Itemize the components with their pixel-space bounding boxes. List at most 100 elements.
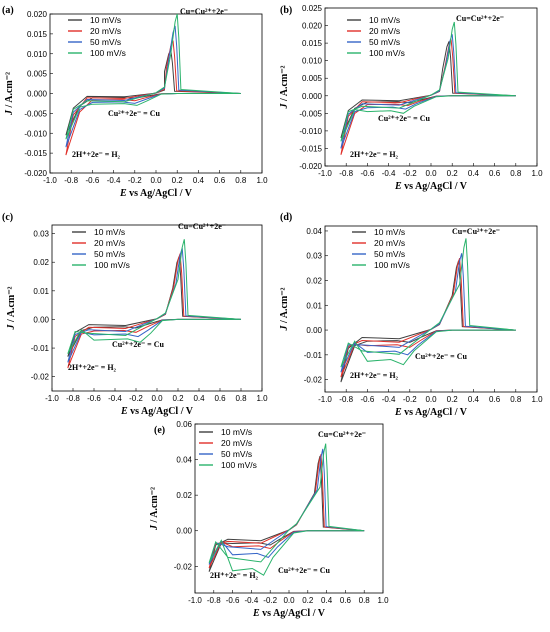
x-tick-label: -0.4 — [382, 169, 396, 178]
x-tick-label: -0.6 — [86, 176, 100, 185]
x-tick-label: -0.2 — [403, 395, 417, 404]
x-tick-label: -0.4 — [108, 394, 122, 403]
panel-label: (d) — [280, 212, 292, 223]
x-tick-label: 1.0 — [531, 169, 543, 178]
x-tick-label: 0.4 — [193, 176, 205, 185]
legend-entry: 20 mV/s — [374, 238, 405, 248]
plot-frame — [324, 225, 538, 393]
y-tick-label: 0.06 — [176, 420, 192, 429]
x-tick-label: -0.8 — [339, 169, 353, 178]
chart-panel-2: (c) -1.0 -0.8 -0.6 -0.4 -0.2 0.0 0.2 0.4 0.6 0.8 1.… — [2, 212, 268, 417]
legend-entry: 50 mV/s — [369, 37, 400, 47]
x-tick-label: 0.0 — [425, 169, 437, 178]
y-axis-label: J / A.cm⁻² — [279, 288, 290, 332]
x-tick-label: 0.4 — [468, 395, 480, 404]
y-tick-label: 0.02 — [176, 491, 192, 500]
x-tick-label: 0.2 — [447, 169, 459, 178]
series-line-10mVs — [67, 256, 242, 357]
y-tick-label: 0.01 — [306, 301, 322, 310]
x-tick-label: 0.6 — [214, 176, 226, 185]
series-line-50mVs — [208, 448, 365, 565]
x-tick-label: -1.0 — [45, 394, 59, 403]
x-tick-label: 0.4 — [468, 169, 480, 178]
x-tick-label: 0.2 — [302, 596, 314, 605]
y-tick-label: -0.010 — [299, 127, 322, 136]
legend-entry: 20 mV/s — [221, 438, 252, 448]
annotation-hydrogen: 2H⁺+2e⁻ = H₂ — [350, 150, 399, 159]
series-line-100mVs — [65, 13, 241, 140]
y-tick-label: 0.02 — [33, 258, 49, 267]
x-tick-label: -0.4 — [382, 395, 396, 404]
y-tick-label: 0.015 — [302, 39, 323, 48]
x-axis-label: E vs Ag/AgCl / V — [120, 406, 194, 417]
series-line-20mVs — [65, 40, 241, 156]
y-tick-label: 0.02 — [306, 277, 322, 286]
x-tick-label: 0.6 — [214, 394, 226, 403]
legend-entry: 10 mV/s — [90, 15, 121, 25]
panel-label: (c) — [2, 212, 13, 223]
x-tick-label: 0.8 — [510, 169, 522, 178]
legend-entry: 50 mV/s — [374, 249, 405, 259]
series-line-20mVs — [67, 253, 242, 369]
y-tick-label: -0.010 — [24, 129, 47, 138]
annotation-reduction: Cu²⁺+2e⁻ = Cu — [108, 109, 161, 118]
y-tick-label: 0.000 — [302, 92, 323, 101]
annotation-oxidation: Cu=Cu²⁺+2e⁻ — [456, 14, 504, 23]
legend-entry: 20 mV/s — [94, 238, 125, 248]
series-line-50mVs — [340, 253, 516, 373]
annotation-reduction: Cu²⁺+2e⁻ = Cu — [415, 352, 468, 361]
x-tick-label: -1.0 — [318, 395, 332, 404]
x-tick-label: -0.8 — [207, 596, 221, 605]
legend-entry: 100 mV/s — [94, 260, 130, 270]
legend-entry: 100 mV/s — [221, 460, 257, 470]
y-tick-label: 0.020 — [27, 10, 48, 19]
y-tick-label: 0.00 — [306, 326, 322, 335]
y-tick-label: -0.01 — [31, 344, 50, 353]
series-line-20mVs — [340, 258, 516, 378]
x-tick-label: 1.0 — [531, 395, 543, 404]
y-tick-label: 0.00 — [176, 527, 192, 536]
x-tick-label: 0.8 — [359, 596, 371, 605]
annotation-oxidation: Cu=Cu²⁺+2e⁻ — [180, 7, 228, 16]
x-tick-label: 0.0 — [150, 176, 162, 185]
x-tick-label: 1.0 — [256, 394, 268, 403]
annotation-reduction: Cu²⁺+2e⁻ = Cu — [112, 340, 165, 349]
x-axis-label: E vs Ag/AgCl / V — [394, 407, 468, 418]
series-line-10mVs — [65, 48, 241, 136]
annotation-reduction: Cu²⁺+2e⁻ = Cu — [278, 566, 331, 575]
x-tick-label: -0.2 — [263, 596, 277, 605]
x-tick-label: 0.6 — [489, 169, 501, 178]
y-tick-label: 0.04 — [306, 227, 322, 236]
annotation-hydrogen: 2H⁺+2e⁻ = H₂ — [72, 150, 121, 159]
y-tick-label: 0.01 — [33, 287, 49, 296]
x-tick-label: 0.0 — [283, 596, 295, 605]
annotation-reduction: Cu²⁺+2e⁻ = Cu — [378, 114, 431, 123]
x-axis-label: E vs Ag/AgCl / V — [119, 188, 193, 199]
x-tick-label: 0.4 — [193, 394, 205, 403]
annotation-hydrogen: 2H⁺+2e⁻ = H₂ — [68, 363, 117, 372]
x-tick-label: 0.4 — [321, 596, 333, 605]
legend-entry: 10 mV/s — [221, 427, 252, 437]
x-tick-label: 1.0 — [256, 176, 268, 185]
annotation-oxidation: Cu=Cu²⁺+2e⁻ — [178, 222, 226, 231]
panel-label: (e) — [154, 425, 165, 436]
y-tick-label: 0.005 — [302, 74, 323, 83]
panel-label: (a) — [2, 5, 14, 16]
x-tick-label: -0.8 — [64, 176, 78, 185]
x-tick-label: 0.8 — [235, 176, 247, 185]
x-tick-label: -0.8 — [339, 395, 353, 404]
series-line-10mVs — [340, 260, 516, 383]
x-axis-label: E vs Ag/AgCl / V — [252, 608, 326, 619]
x-tick-label: 0.8 — [235, 394, 247, 403]
x-tick-label: 0.8 — [510, 395, 522, 404]
y-tick-label: -0.005 — [299, 109, 322, 118]
x-tick-label: -0.4 — [245, 596, 259, 605]
y-axis-label: J / A.cm⁻² — [4, 72, 15, 116]
plot-frame — [324, 7, 538, 167]
chart-panel-3: (d) -1.0 -0.8 -0.6 -0.4 -0.2 0.0 0.2 0.4 0.6 0.8 1.… — [279, 212, 543, 418]
